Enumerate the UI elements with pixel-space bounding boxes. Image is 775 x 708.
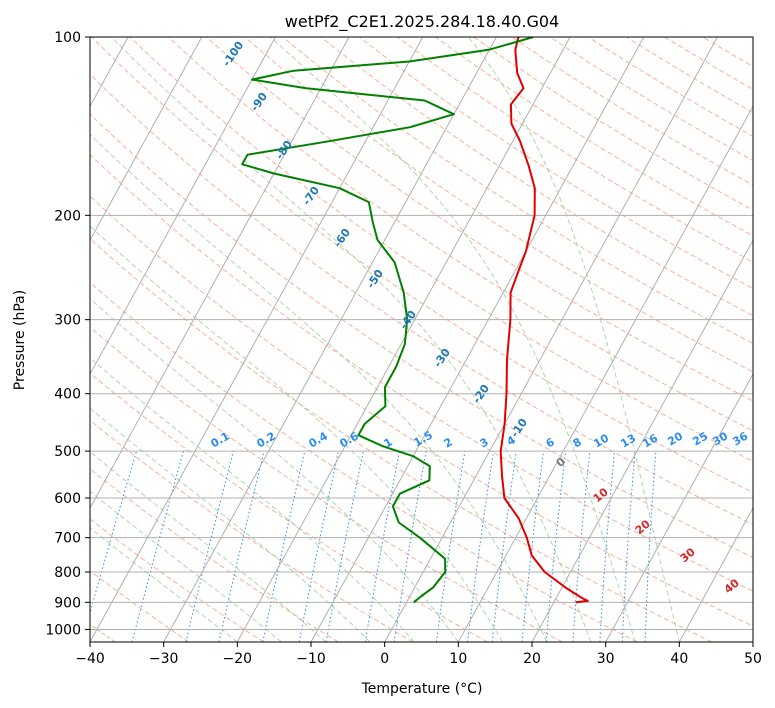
isotherm-line [310, 37, 645, 642]
isotherm-line [384, 37, 718, 642]
dry-adiabat [90, 238, 712, 642]
isotherm-line [605, 373, 753, 642]
mixing-ratio-line [545, 451, 567, 642]
x-tick-label: 10 [449, 651, 467, 667]
dry-adiabat [282, 37, 753, 345]
background-lines [0, 37, 753, 642]
moist-adiabat [270, 37, 636, 642]
mixing-ratio-line [90, 450, 137, 615]
mixing-ratio-line [262, 450, 306, 642]
x-tick-label: −40 [75, 651, 105, 667]
isotherm-line [752, 640, 753, 642]
profiles [241, 37, 589, 604]
mixing-ratio-line [218, 450, 265, 642]
y-tick-label: 1000 [45, 622, 81, 638]
isotherm-line [90, 37, 424, 642]
isotherm-line [90, 37, 276, 376]
x-tick-label: 50 [744, 651, 762, 667]
x-tick-label: 30 [597, 651, 615, 667]
dry-adiabat [205, 37, 753, 402]
x-axis-label: Temperature (°C) [361, 681, 483, 697]
profile-line-1 [241, 37, 534, 604]
x-tick-label: 40 [670, 651, 688, 667]
x-axis: −40 −30 −20 −10 0 10 20 30 40 50 [75, 642, 762, 667]
dry-adiabat [90, 113, 753, 559]
dry-adiabat [90, 195, 753, 627]
moist-adiabat [110, 37, 592, 642]
isotherm-line [531, 239, 753, 642]
moist-adiabat [90, 490, 282, 642]
y-tick-label: 700 [54, 531, 81, 547]
dry-adiabat [91, 37, 753, 494]
x-tick-label: −10 [296, 651, 326, 667]
moist-adiabat [90, 451, 327, 642]
chart-title: wetPf2_C2E1.2025.284.18.40.G04 [285, 12, 559, 32]
isotherm-line [236, 37, 571, 642]
dry-adiabat [90, 518, 264, 642]
x-tick-label: −30 [149, 651, 179, 667]
x-tick-label: −20 [223, 651, 253, 667]
mixing-ratio-line [491, 451, 517, 642]
dry-adiabat [90, 468, 339, 642]
y-tick-label: 500 [54, 444, 81, 460]
x-tick-label: 0 [380, 651, 389, 667]
mixing-ratio-line [435, 451, 466, 642]
moist-adiabat [90, 225, 503, 642]
moist-adiabat [90, 298, 459, 642]
y-tick-label: 600 [54, 491, 81, 507]
y-tick-label: 100 [54, 30, 81, 46]
profile-line-0 [499, 37, 589, 604]
y-tick-label: 400 [54, 387, 81, 403]
dry-adiabat [90, 419, 414, 642]
dry-adiabat [90, 154, 753, 592]
isotherm-line [163, 37, 497, 642]
mixing-ratio-line [572, 451, 591, 642]
plot-area [90, 37, 753, 642]
dry-adiabat [90, 281, 638, 642]
y-tick-label: 900 [54, 595, 81, 611]
isotherm-line [457, 105, 753, 642]
isotherm-line [678, 506, 753, 642]
dry-adiabat [90, 372, 488, 642]
isotherm-line [90, 37, 350, 510]
mixing-ratio-line [467, 451, 494, 642]
grid [90, 37, 753, 642]
dry-adiabat [90, 570, 190, 642]
y-tick-label: 200 [54, 208, 81, 224]
mixing-ratio-line [185, 450, 234, 642]
isotherm-line [90, 37, 203, 242]
moist-adiabat [90, 527, 238, 642]
y-tick-label: 300 [54, 313, 81, 329]
plot-frame [89, 36, 754, 643]
y-axis-label: Pressure (hPa) [12, 290, 28, 390]
dry-adiabat [90, 73, 753, 526]
y-axis: 100 200 300 400 500 600 700 800 900 1000 [45, 30, 90, 638]
reference-curve [0, 37, 3, 642]
x-tick-label: 20 [523, 651, 541, 667]
y-tick-label: 800 [54, 565, 81, 581]
mixing-ratio-line [521, 451, 545, 642]
moist-adiabat [468, 37, 680, 642]
